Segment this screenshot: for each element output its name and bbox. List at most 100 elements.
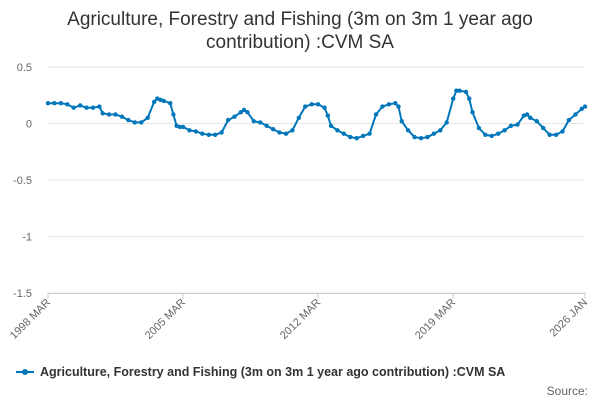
data-point[interactable] — [380, 104, 385, 109]
data-point[interactable] — [161, 98, 166, 104]
data-point[interactable] — [139, 120, 144, 125]
data-point[interactable] — [187, 128, 192, 133]
data-point[interactable] — [277, 130, 282, 135]
data-point[interactable] — [283, 131, 289, 136]
data-point[interactable] — [470, 110, 475, 115]
data-point[interactable] — [100, 111, 105, 116]
data-point[interactable] — [251, 119, 256, 124]
data-point[interactable] — [219, 130, 224, 135]
data-point[interactable] — [483, 132, 488, 137]
data-point[interactable] — [193, 129, 199, 134]
data-point[interactable] — [524, 112, 530, 117]
data-point[interactable] — [315, 102, 321, 107]
data-point[interactable] — [502, 128, 507, 133]
data-point[interactable] — [245, 110, 250, 115]
data-point[interactable] — [396, 104, 401, 109]
data-point[interactable] — [290, 128, 295, 133]
data-point[interactable] — [200, 131, 205, 136]
data-point[interactable] — [213, 132, 218, 137]
y-tick-label: -1.5 — [13, 288, 32, 300]
data-point[interactable] — [171, 112, 176, 117]
data-point[interactable] — [145, 115, 150, 121]
data-point[interactable] — [325, 113, 330, 118]
data-point[interactable] — [566, 117, 572, 123]
data-point[interactable] — [258, 120, 263, 125]
data-point[interactable] — [270, 127, 276, 132]
series-agriculture[interactable] — [45, 88, 588, 141]
data-point[interactable] — [412, 134, 417, 140]
data-point[interactable] — [328, 123, 334, 128]
data-point[interactable] — [393, 101, 398, 106]
data-point[interactable] — [467, 96, 472, 101]
data-point[interactable] — [573, 112, 578, 117]
data-point[interactable] — [431, 131, 437, 136]
data-point[interactable] — [132, 120, 137, 125]
data-point[interactable] — [515, 122, 520, 127]
data-point[interactable] — [241, 107, 247, 113]
data-point[interactable] — [534, 119, 539, 124]
data-point[interactable] — [444, 120, 449, 125]
data-point[interactable] — [206, 132, 211, 137]
data-point[interactable] — [367, 131, 372, 136]
data-point[interactable] — [360, 133, 366, 139]
y-tick-label: 0.5 — [17, 62, 32, 74]
data-point[interactable] — [106, 112, 112, 117]
data-point[interactable] — [489, 133, 494, 139]
data-point[interactable] — [399, 119, 404, 124]
data-point[interactable] — [418, 136, 424, 141]
data-point[interactable] — [238, 110, 244, 115]
data-point[interactable] — [425, 134, 430, 140]
data-point[interactable] — [45, 101, 51, 106]
data-point[interactable] — [560, 129, 565, 134]
chart-title-line-1: Agriculture, Forestry and Fishing (3m on… — [67, 9, 533, 30]
legend-label: Agriculture, Forestry and Fishing (3m on… — [40, 365, 506, 379]
data-point[interactable] — [264, 123, 269, 128]
data-point[interactable] — [303, 104, 308, 109]
data-point[interactable] — [97, 104, 102, 109]
data-point[interactable] — [528, 115, 533, 121]
data-point[interactable] — [457, 88, 462, 93]
data-point[interactable] — [547, 132, 552, 137]
data-point[interactable] — [78, 103, 83, 108]
data-point[interactable] — [463, 89, 469, 95]
data-point[interactable] — [553, 132, 559, 137]
data-point[interactable] — [335, 128, 340, 133]
data-point[interactable] — [579, 106, 584, 112]
data-point[interactable] — [168, 101, 173, 106]
data-point[interactable] — [541, 125, 546, 131]
data-point[interactable] — [177, 124, 182, 130]
data-point[interactable] — [119, 114, 125, 119]
data-point[interactable] — [451, 96, 456, 101]
data-point[interactable] — [405, 128, 411, 133]
data-point[interactable] — [58, 101, 64, 106]
legend[interactable]: Agriculture, Forestry and Fishing (3m on… — [16, 365, 596, 379]
data-point[interactable] — [71, 105, 76, 110]
x-tick-label: 2005 MAR — [143, 297, 188, 342]
data-point[interactable] — [309, 102, 314, 107]
data-point[interactable] — [296, 115, 301, 121]
data-point[interactable] — [322, 105, 327, 110]
data-point[interactable] — [508, 123, 514, 128]
data-point[interactable] — [84, 105, 89, 110]
x-tick-label: 2019 MAR — [413, 297, 458, 342]
data-point[interactable] — [341, 131, 346, 136]
data-point[interactable] — [151, 99, 157, 105]
data-point[interactable] — [386, 102, 392, 107]
data-point[interactable] — [454, 88, 459, 93]
data-point[interactable] — [354, 136, 359, 141]
data-point[interactable] — [348, 134, 353, 140]
data-point[interactable] — [65, 102, 70, 107]
data-point[interactable] — [496, 131, 501, 136]
data-point[interactable] — [90, 105, 96, 110]
data-point[interactable] — [438, 128, 443, 133]
data-point[interactable] — [126, 117, 131, 123]
data-point[interactable] — [180, 124, 186, 130]
data-point[interactable] — [232, 114, 237, 119]
data-point[interactable] — [52, 101, 57, 106]
data-point[interactable] — [582, 104, 588, 109]
data-point[interactable] — [373, 112, 379, 117]
data-point[interactable] — [225, 117, 231, 123]
data-point[interactable] — [476, 125, 482, 131]
data-point[interactable] — [113, 112, 118, 117]
